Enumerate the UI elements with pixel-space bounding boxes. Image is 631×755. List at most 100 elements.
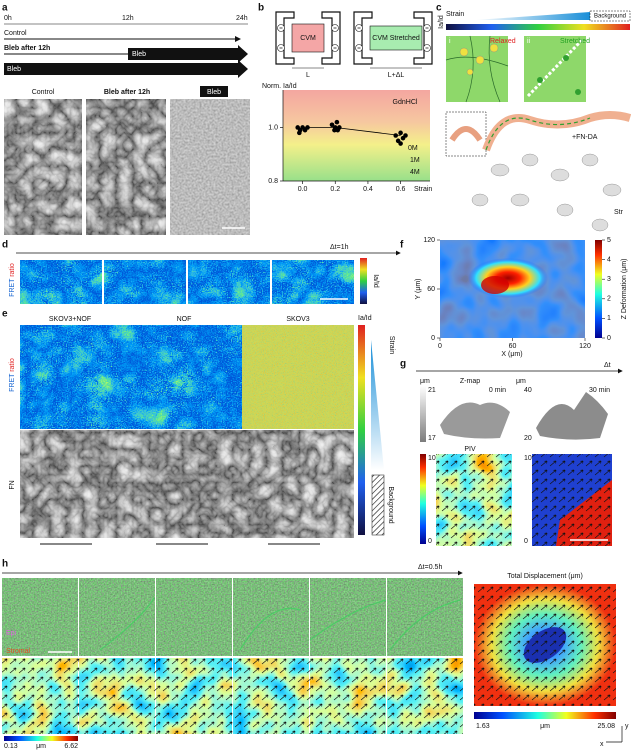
image-label: Control [32, 89, 55, 96]
image-label: Bleb [207, 89, 221, 96]
data-point [398, 141, 403, 146]
time-label: 24h [236, 15, 248, 22]
state-label: Relaxed [490, 38, 516, 45]
colorbar [420, 386, 426, 442]
y-tick-label: 60 [427, 286, 435, 293]
z-surface [440, 402, 510, 439]
condition-label: Control [4, 30, 27, 37]
condition-label: Bleb after 12h [4, 45, 50, 52]
colorbar [4, 736, 78, 741]
length-label: L [306, 72, 310, 79]
unit-label: μm [420, 378, 430, 385]
row-label: PIV [464, 446, 476, 453]
axis-x: x [600, 741, 604, 748]
stromal-label: Stromal [6, 648, 31, 655]
scatter-plot: 0.8 1.0 0.0 0.2 0.4 0.6 [268, 119, 408, 193]
time-label: 0 min [489, 387, 506, 394]
band-label: 4M [410, 169, 420, 176]
fret-image [20, 260, 102, 304]
y-tick-label: 1.0 [268, 124, 278, 131]
colorbar [360, 258, 367, 304]
sub-label: ii [527, 38, 531, 45]
panel-a: a 0h 12h 24h Control Bleb after 12h Bleb… [2, 3, 250, 235]
length-label: L+ΔL [388, 72, 405, 79]
fn-image [130, 430, 242, 538]
state-label: Stretched [560, 38, 590, 45]
axis-arrows [606, 726, 623, 743]
colorbar-label: Z Deformation (μm) [621, 259, 628, 320]
panel-f: f Y (μm) X (μm) Z Deformation (μm) 0 60 12… [400, 237, 628, 358]
strain-wedge [475, 12, 590, 20]
molecules [537, 55, 581, 95]
cell-image [310, 578, 386, 656]
data-point [297, 130, 302, 136]
bleb-bar [4, 60, 248, 78]
x-tick-label: 0.0 [298, 186, 308, 193]
panel-e: e SKOV3+NOF NOF SKOV3 FRETratio FN Ia/Id… [2, 309, 395, 545]
colorbar [595, 240, 602, 338]
data-point [335, 127, 341, 133]
ratio-label: Ia/Id [438, 15, 445, 29]
fn-label: FN [9, 480, 16, 489]
z-max: 21 [428, 387, 436, 394]
colorbar [358, 325, 365, 535]
micrograph [4, 99, 82, 235]
band-label: 1M [410, 157, 420, 164]
panel-g: g Δt μm Z-map μm 21 17 0 min 40 20 30 mi… [400, 359, 623, 546]
panel-label: d [2, 240, 8, 251]
condition-label: Bleb [7, 66, 21, 73]
colorbar [474, 712, 616, 719]
cell-images [2, 578, 463, 656]
range-max: 6.62 [64, 743, 78, 750]
background-label: Background [594, 14, 626, 20]
time-label: 12h [122, 15, 134, 22]
panel-label: g [400, 359, 406, 370]
x-tick-label: 0.6 [396, 186, 406, 193]
x-tick-label: 0 [438, 343, 442, 350]
row-label: Z-map [460, 378, 480, 385]
fret-image [188, 260, 270, 304]
colorbar-label: Ia/Id [372, 274, 379, 288]
column-label: SKOV3+NOF [49, 316, 91, 323]
time-label: 0h [4, 15, 12, 22]
colorbar-tick-label: 5 [607, 237, 611, 244]
panel-d: d Δt=1h FRETratio Ia/Id [2, 240, 401, 304]
sub-label: i [449, 38, 451, 45]
fret-image [242, 325, 354, 429]
unit-label: μm [516, 378, 526, 385]
panel-label: b [258, 3, 264, 14]
micrograph [170, 99, 250, 235]
clamp [353, 11, 433, 65]
cvm-box [291, 23, 325, 53]
x-axis-label: X (μm) [501, 351, 522, 358]
strain-label: Strain [446, 11, 464, 18]
axes: 0 60 120 0 60 120 0 1 2 3 4 5 [423, 237, 611, 350]
colorbar-tick-label: 0 [607, 335, 611, 342]
y-axis-label: Y (μm) [415, 278, 422, 299]
range-max: 25.08 [597, 723, 615, 730]
x-tick-label: 0.4 [363, 186, 373, 193]
fret-image [20, 325, 130, 429]
deformation-peak [481, 276, 509, 294]
stroma-label: Str [614, 209, 624, 216]
panel-label: e [2, 309, 8, 320]
column-label: NOF [177, 316, 192, 323]
unit-label: μm [36, 743, 46, 750]
cell-image [387, 578, 463, 656]
epi-label: Epi [6, 630, 17, 637]
time-step: Δt=0.5h [418, 564, 442, 571]
fret-label: FRETratio [9, 263, 16, 297]
cell-layer [449, 126, 483, 142]
colorbar-label: Ia/Id [358, 315, 372, 322]
inset-box [445, 111, 487, 157]
fret-image [130, 325, 242, 429]
background-box [371, 474, 385, 536]
image-label: Bleb after 12h [104, 89, 150, 96]
strain-label: Strain [388, 336, 395, 354]
x-tick-label: 120 [579, 343, 591, 350]
column-label: SKOV3 [286, 316, 309, 323]
z-max: 40 [524, 387, 532, 394]
fibers [99, 597, 461, 651]
time-label: 30 min [589, 387, 610, 394]
fret-image [104, 260, 186, 304]
